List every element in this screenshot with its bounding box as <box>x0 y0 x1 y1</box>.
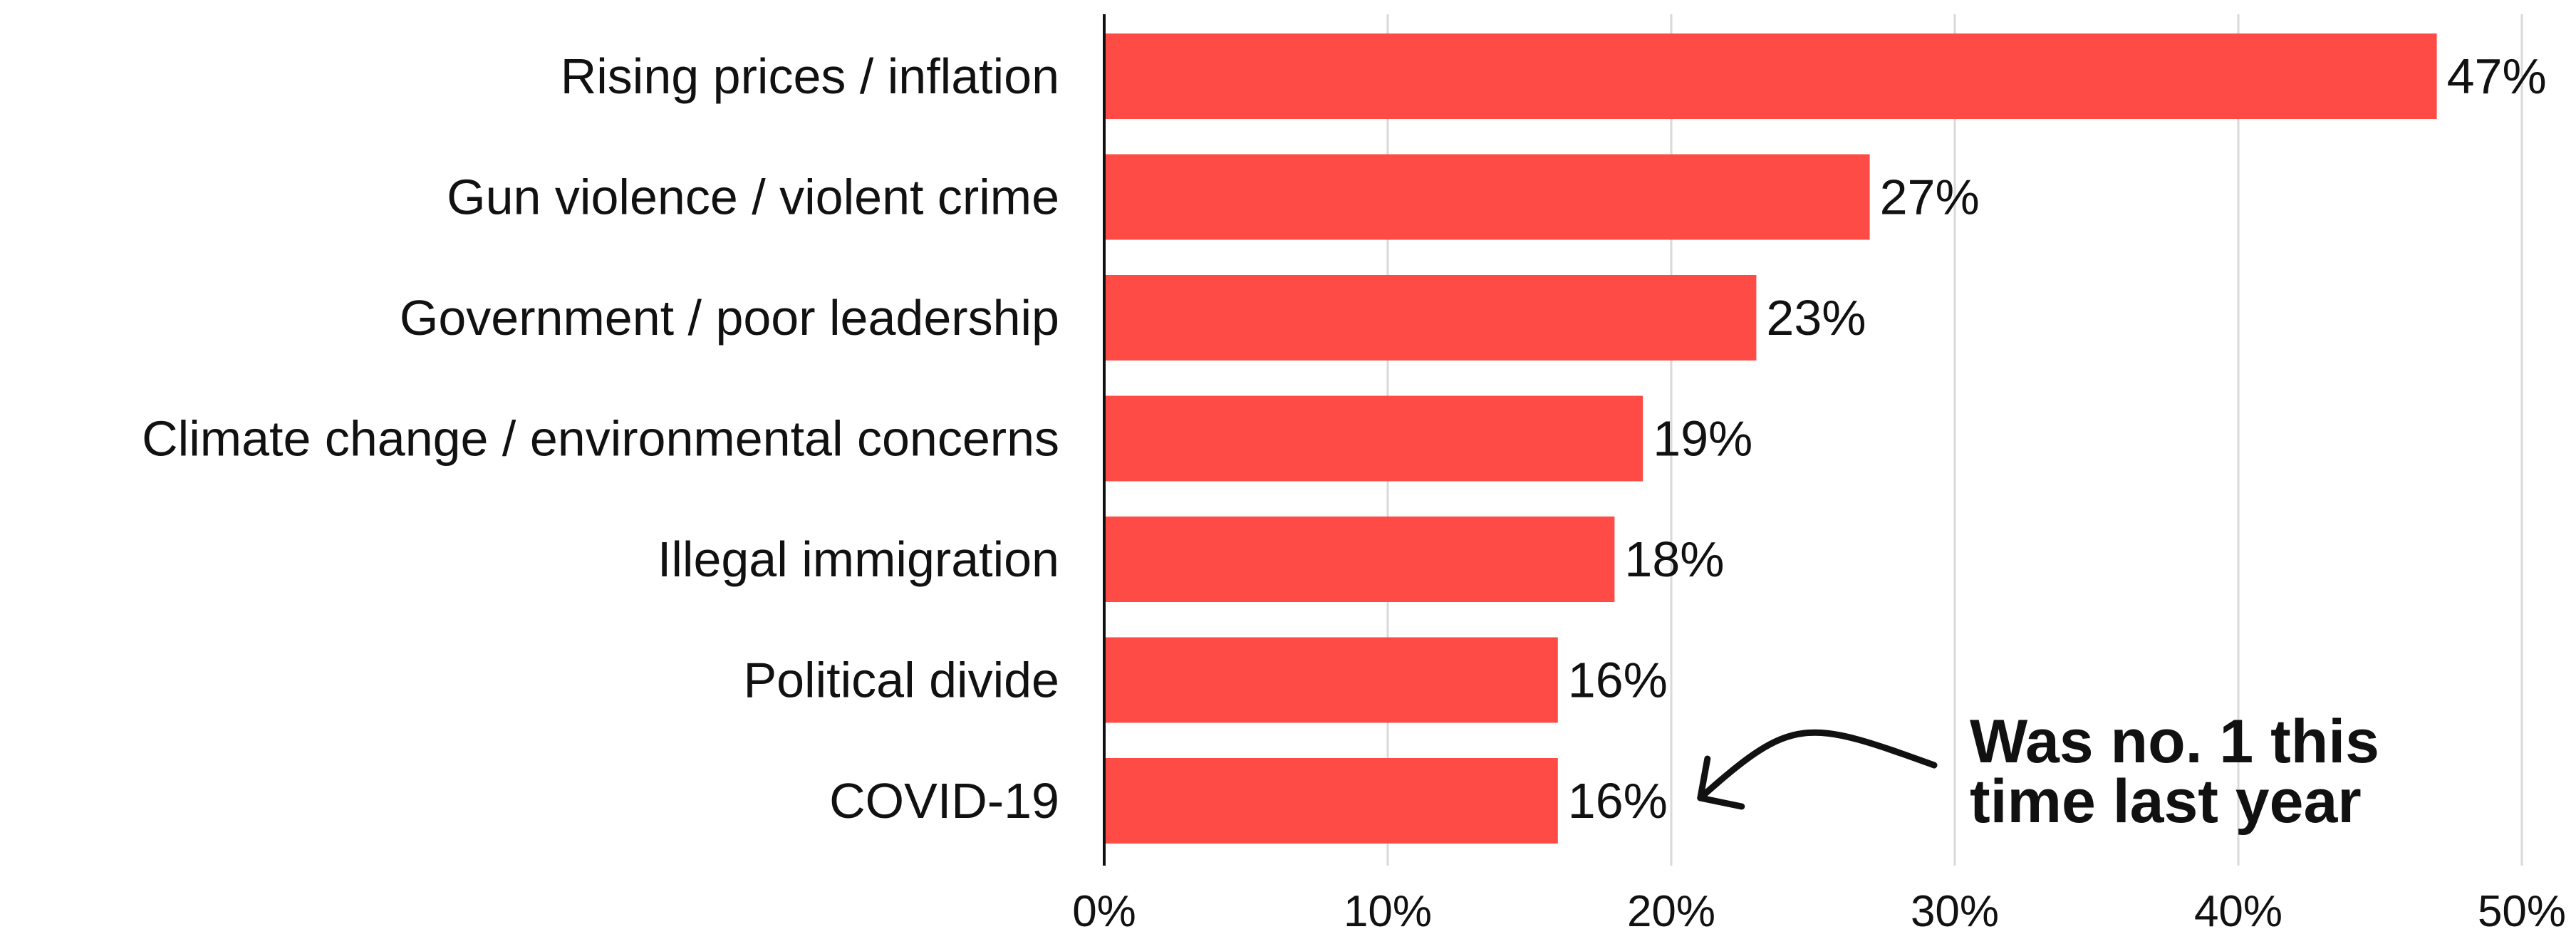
category-label: Gun violence / violent crime <box>447 170 1059 225</box>
category-labels: Rising prices / inflation Gun violence / … <box>142 48 1059 829</box>
x-tick-label: 10% <box>1344 887 1432 936</box>
value-label: 19% <box>1653 411 1752 467</box>
annotation-text-line-2: time last year <box>1970 767 2362 836</box>
bar <box>1104 275 1757 361</box>
x-tick-label: 30% <box>1911 887 1999 936</box>
value-label: 27% <box>1880 170 1980 225</box>
bar <box>1104 33 2437 119</box>
value-label: 18% <box>1624 531 1724 587</box>
x-tick-label: 40% <box>2194 887 2282 936</box>
category-label: Government / poor leadership <box>400 290 1059 346</box>
bar <box>1104 517 1615 602</box>
x-tick-label: 50% <box>2478 887 2566 936</box>
bar <box>1104 758 1558 844</box>
value-label: 23% <box>1766 290 1866 346</box>
value-labels: 47% 27% 23% 19% 18% 16% 16% <box>1568 48 2547 829</box>
category-label: Climate change / environmental concerns <box>142 411 1059 467</box>
annotation-arrow <box>1697 729 1938 802</box>
annotation-arrowhead <box>1697 755 1745 810</box>
x-tick-label: 20% <box>1627 887 1715 936</box>
category-label: Illegal immigration <box>658 531 1059 587</box>
category-label: COVID-19 <box>829 773 1059 829</box>
bars <box>1104 33 2437 844</box>
bar <box>1104 637 1558 723</box>
annotation-text-line-1: Was no. 1 this <box>1970 707 2379 776</box>
x-axis-ticks: 0% 10% 20% 30% 40% 50% <box>1072 887 2566 936</box>
value-label: 47% <box>2447 48 2547 104</box>
value-label: 16% <box>1568 773 1668 829</box>
category-label: Political divide <box>743 653 1059 708</box>
bar <box>1104 154 1870 240</box>
bar <box>1104 395 1643 482</box>
x-tick-label: 0% <box>1072 887 1136 936</box>
category-label: Rising prices / inflation <box>561 48 1059 104</box>
annotation: Was no. 1 this time last year <box>1697 707 2379 836</box>
value-label: 16% <box>1568 653 1668 708</box>
